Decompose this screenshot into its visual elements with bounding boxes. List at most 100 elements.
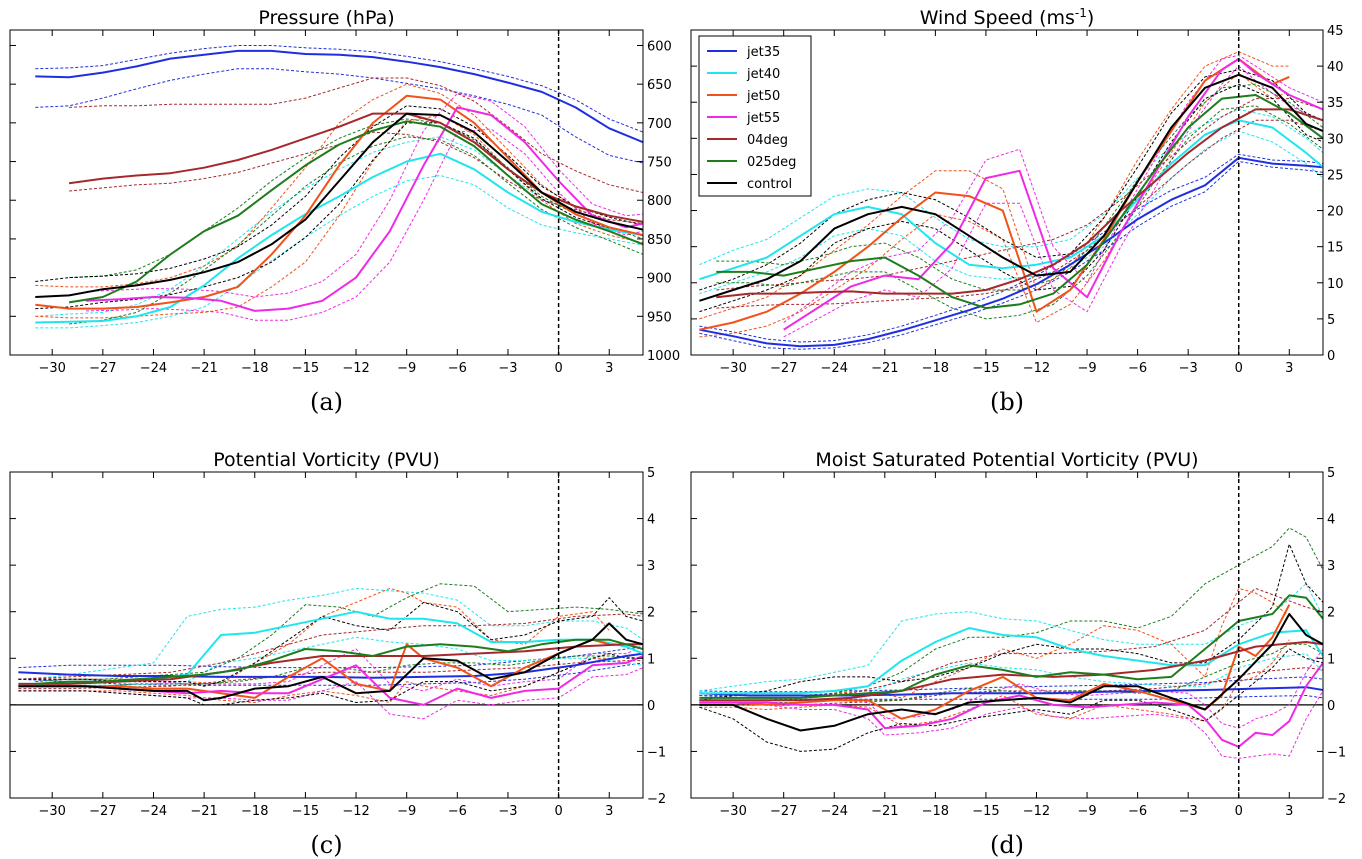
- panel-b-caption: (b): [990, 388, 1024, 416]
- x-tick-label: −24: [821, 804, 848, 819]
- panel-c-caption: (c): [310, 831, 342, 859]
- series-jet55-lower: [85, 128, 643, 321]
- series-jet55-upper: [85, 92, 643, 298]
- x-tick-label: 3: [1285, 361, 1293, 376]
- series-04deg-mean: [18, 643, 643, 685]
- series-025deg-mean: [35, 638, 643, 685]
- series-jet35-lower: [35, 68, 643, 164]
- series-control-mean: [18, 622, 643, 702]
- x-tick-label: −21: [190, 361, 217, 376]
- x-tick-label: −30: [719, 804, 746, 819]
- series-jet50-mean: [18, 638, 610, 699]
- series-jet35-lower: [699, 694, 1323, 700]
- legend-label-jet40: jet40: [746, 67, 780, 82]
- x-tick-label: −18: [241, 361, 268, 376]
- series-025deg-upper: [35, 583, 643, 683]
- legend-label-jet35: jet35: [746, 45, 780, 60]
- x-tick-label: −6: [1128, 804, 1147, 819]
- x-tick-label: 3: [605, 804, 613, 819]
- panel-d-title: Moist Saturated Potential Vorticity (PVU…: [815, 449, 1198, 471]
- y-tick-label: 5: [1327, 313, 1335, 328]
- x-tick-label: −15: [972, 361, 999, 376]
- x-tick-label: −3: [1179, 804, 1198, 819]
- series-025deg-mean: [716, 94, 1323, 310]
- x-tick-label: −30: [38, 361, 65, 376]
- x-tick-label: −27: [89, 804, 116, 819]
- x-tick-label: −18: [241, 804, 268, 819]
- x-tick-label: −6: [448, 361, 467, 376]
- panel-d-caption: (d): [990, 831, 1024, 859]
- series-jet40-lower: [699, 130, 1323, 295]
- series-control-mean: [699, 73, 1323, 302]
- x-tick-label: 3: [605, 361, 613, 376]
- series-04deg-upper: [69, 77, 643, 193]
- x-tick-label: −3: [498, 804, 517, 819]
- legend: jet35 jet40 jet50 jet55 04deg 025deg control: [698, 35, 812, 197]
- x-tick-label: 0: [1235, 361, 1243, 376]
- y-tick-label: 3: [1327, 559, 1335, 574]
- x-tick-label: −9: [397, 361, 416, 376]
- x-tick-label: −15: [292, 361, 319, 376]
- y-tick-label: 700: [647, 117, 672, 132]
- series-04deg-lower: [716, 119, 1323, 309]
- series-control-lower: [699, 648, 1323, 752]
- series-jet55-mean: [85, 106, 643, 312]
- series-jet35-mean: [699, 156, 1323, 348]
- legend-label-control: control: [747, 177, 792, 192]
- y-tick-label: 2: [1327, 606, 1335, 621]
- x-tick-label: −18: [922, 361, 949, 376]
- series-jet40-mean: [699, 627, 1323, 695]
- panel-c-title: Potential Vorticity (PVU): [213, 449, 440, 471]
- series-jet35-mean: [35, 49, 643, 144]
- panel-c-potential-vorticity: Potential Vorticity (PVU)−30 −27 −24 −21 −18…: [9, 449, 666, 859]
- y-tick-label: 650: [647, 78, 672, 93]
- x-tick-label: −30: [719, 361, 746, 376]
- series-025deg-mean: [68, 120, 643, 304]
- panel-d-moist-saturated-pv: Moist Saturated Potential Vorticity (PVU…: [690, 449, 1346, 859]
- series-jet55-lower: [783, 65, 1323, 338]
- y-tick-label: 10: [1327, 277, 1344, 292]
- x-tick-label: −21: [871, 361, 898, 376]
- legend-label-025deg: 025deg: [747, 155, 796, 170]
- y-tick-label: 20: [1327, 205, 1344, 220]
- x-tick-label: −24: [140, 804, 167, 819]
- panel-b-frame: [690, 29, 1324, 356]
- x-tick-label: −27: [770, 804, 797, 819]
- y-tick-label: 4: [647, 513, 655, 528]
- series-jet35-upper: [35, 45, 643, 133]
- y-tick-label: 30: [1327, 132, 1344, 147]
- series-jet35-lower: [699, 160, 1323, 350]
- y-tick-label: 4: [1327, 513, 1335, 528]
- series-025deg-upper: [716, 83, 1323, 291]
- series-control-lower: [35, 122, 643, 310]
- series-025deg-mean: [699, 594, 1323, 699]
- y-tick-label: −2: [1327, 792, 1346, 807]
- x-tick-label: −21: [871, 804, 898, 819]
- y-tick-label: −1: [1327, 745, 1346, 760]
- x-tick-label: −6: [1128, 361, 1147, 376]
- y-tick-label: −1: [647, 745, 666, 760]
- panel-d-frame: [690, 471, 1324, 799]
- panel-a-pressure: Pressure (hPa)−30 −27 −24 −21 −18 −15 −12 −9 −6−…: [9, 7, 680, 416]
- series-jet35-upper: [699, 153, 1323, 343]
- y-tick-label: 1000: [647, 349, 680, 364]
- x-tick-label: 3: [1285, 804, 1293, 819]
- series-jet40-mean: [35, 152, 643, 324]
- x-tick-label: −9: [1077, 804, 1096, 819]
- x-tick-label: −3: [498, 361, 517, 376]
- series-control-upper: [18, 596, 643, 687]
- panel-a-title: Pressure (hPa): [258, 7, 394, 29]
- legend-label-04deg: 04deg: [747, 133, 788, 148]
- x-tick-label: −27: [89, 361, 116, 376]
- x-tick-label: −24: [821, 361, 848, 376]
- x-tick-label: −6: [448, 804, 467, 819]
- panel-d-plot-area: [691, 472, 1323, 798]
- x-tick-label: −12: [342, 361, 369, 376]
- y-tick-label: 0: [1327, 349, 1335, 364]
- y-tick-label: 40: [1327, 60, 1344, 75]
- y-tick-label: 35: [1327, 96, 1344, 111]
- panel-a-plot-area: [35, 30, 643, 355]
- y-tick-label: 3: [647, 559, 655, 574]
- x-tick-label: −9: [1077, 361, 1096, 376]
- series-025deg-lower: [35, 655, 643, 687]
